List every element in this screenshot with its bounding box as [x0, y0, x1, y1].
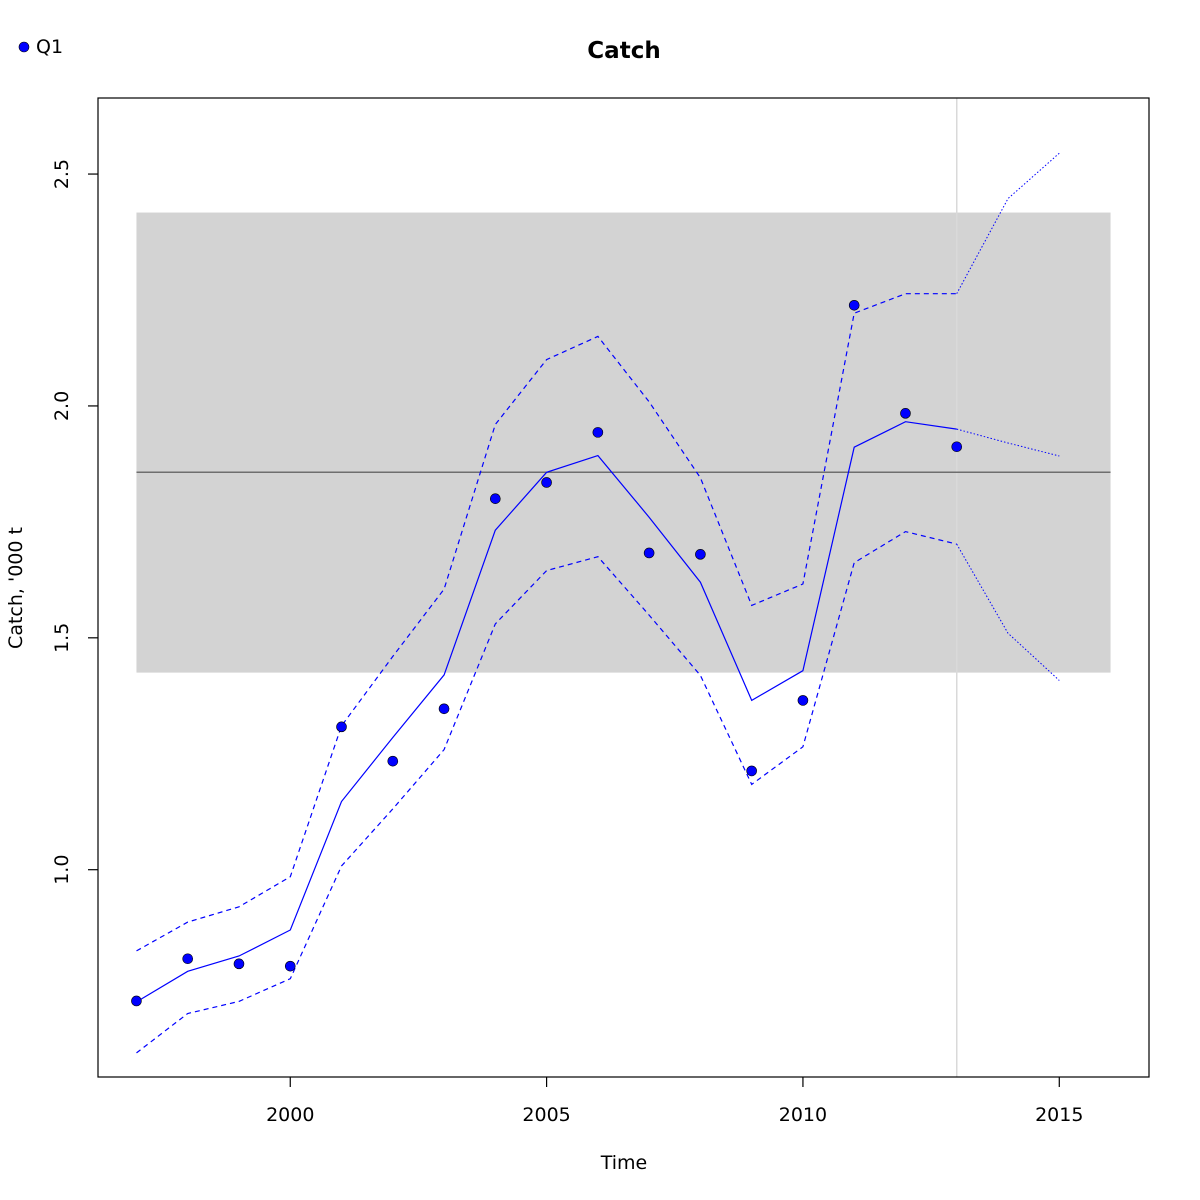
legend-label-q1: Q1 — [36, 36, 63, 58]
observed-point — [951, 441, 963, 453]
observed-point — [592, 427, 604, 438]
y-axis-title: Catch, '000 t — [5, 527, 27, 649]
y-tick-label: 1.5 — [51, 623, 73, 653]
observed-point — [131, 995, 142, 1007]
observed-point — [900, 408, 911, 419]
y-tick-label: 1.0 — [51, 855, 73, 885]
observed-point — [438, 703, 450, 715]
projection-upper-line — [956, 152, 1060, 294]
legend: Q1 — [18, 36, 63, 58]
observed-point — [541, 477, 552, 488]
x-tick-label: 2015 — [1035, 1104, 1083, 1126]
x-tick-label: 2010 — [779, 1104, 827, 1126]
observed-point — [643, 547, 655, 559]
fitted-lower-line — [136, 530, 957, 1054]
observed-point — [490, 493, 501, 504]
fitted-upper-line — [136, 293, 957, 952]
reference-band — [136, 212, 1111, 673]
plot-area — [131, 98, 1111, 1077]
observed-point — [746, 765, 757, 777]
plot-frame — [97, 97, 1150, 1078]
observed-point — [284, 960, 296, 972]
observed-point — [695, 549, 706, 560]
y-tick-label: 2.0 — [51, 391, 73, 421]
fitted-mid-line — [136, 421, 957, 1003]
projection-mid-line — [956, 428, 1060, 457]
observed-point — [182, 953, 194, 965]
x-axis-title: Time — [600, 1152, 648, 1174]
observed-point — [387, 755, 399, 767]
observed-point — [848, 300, 860, 311]
observed-point — [233, 958, 245, 970]
x-tick-label: 2000 — [266, 1104, 314, 1126]
x-tick-label: 2005 — [522, 1104, 570, 1126]
observed-point — [797, 695, 809, 706]
axes: 2000 2005 2010 2015 1.0 1.5 2.0 2.5 — [51, 159, 1083, 1126]
projection-lower-line — [956, 543, 1060, 681]
chart-title: Catch — [587, 38, 660, 64]
legend-marker-q1 — [18, 41, 30, 53]
y-tick-label: 2.5 — [51, 159, 73, 189]
observed-point — [336, 721, 347, 733]
